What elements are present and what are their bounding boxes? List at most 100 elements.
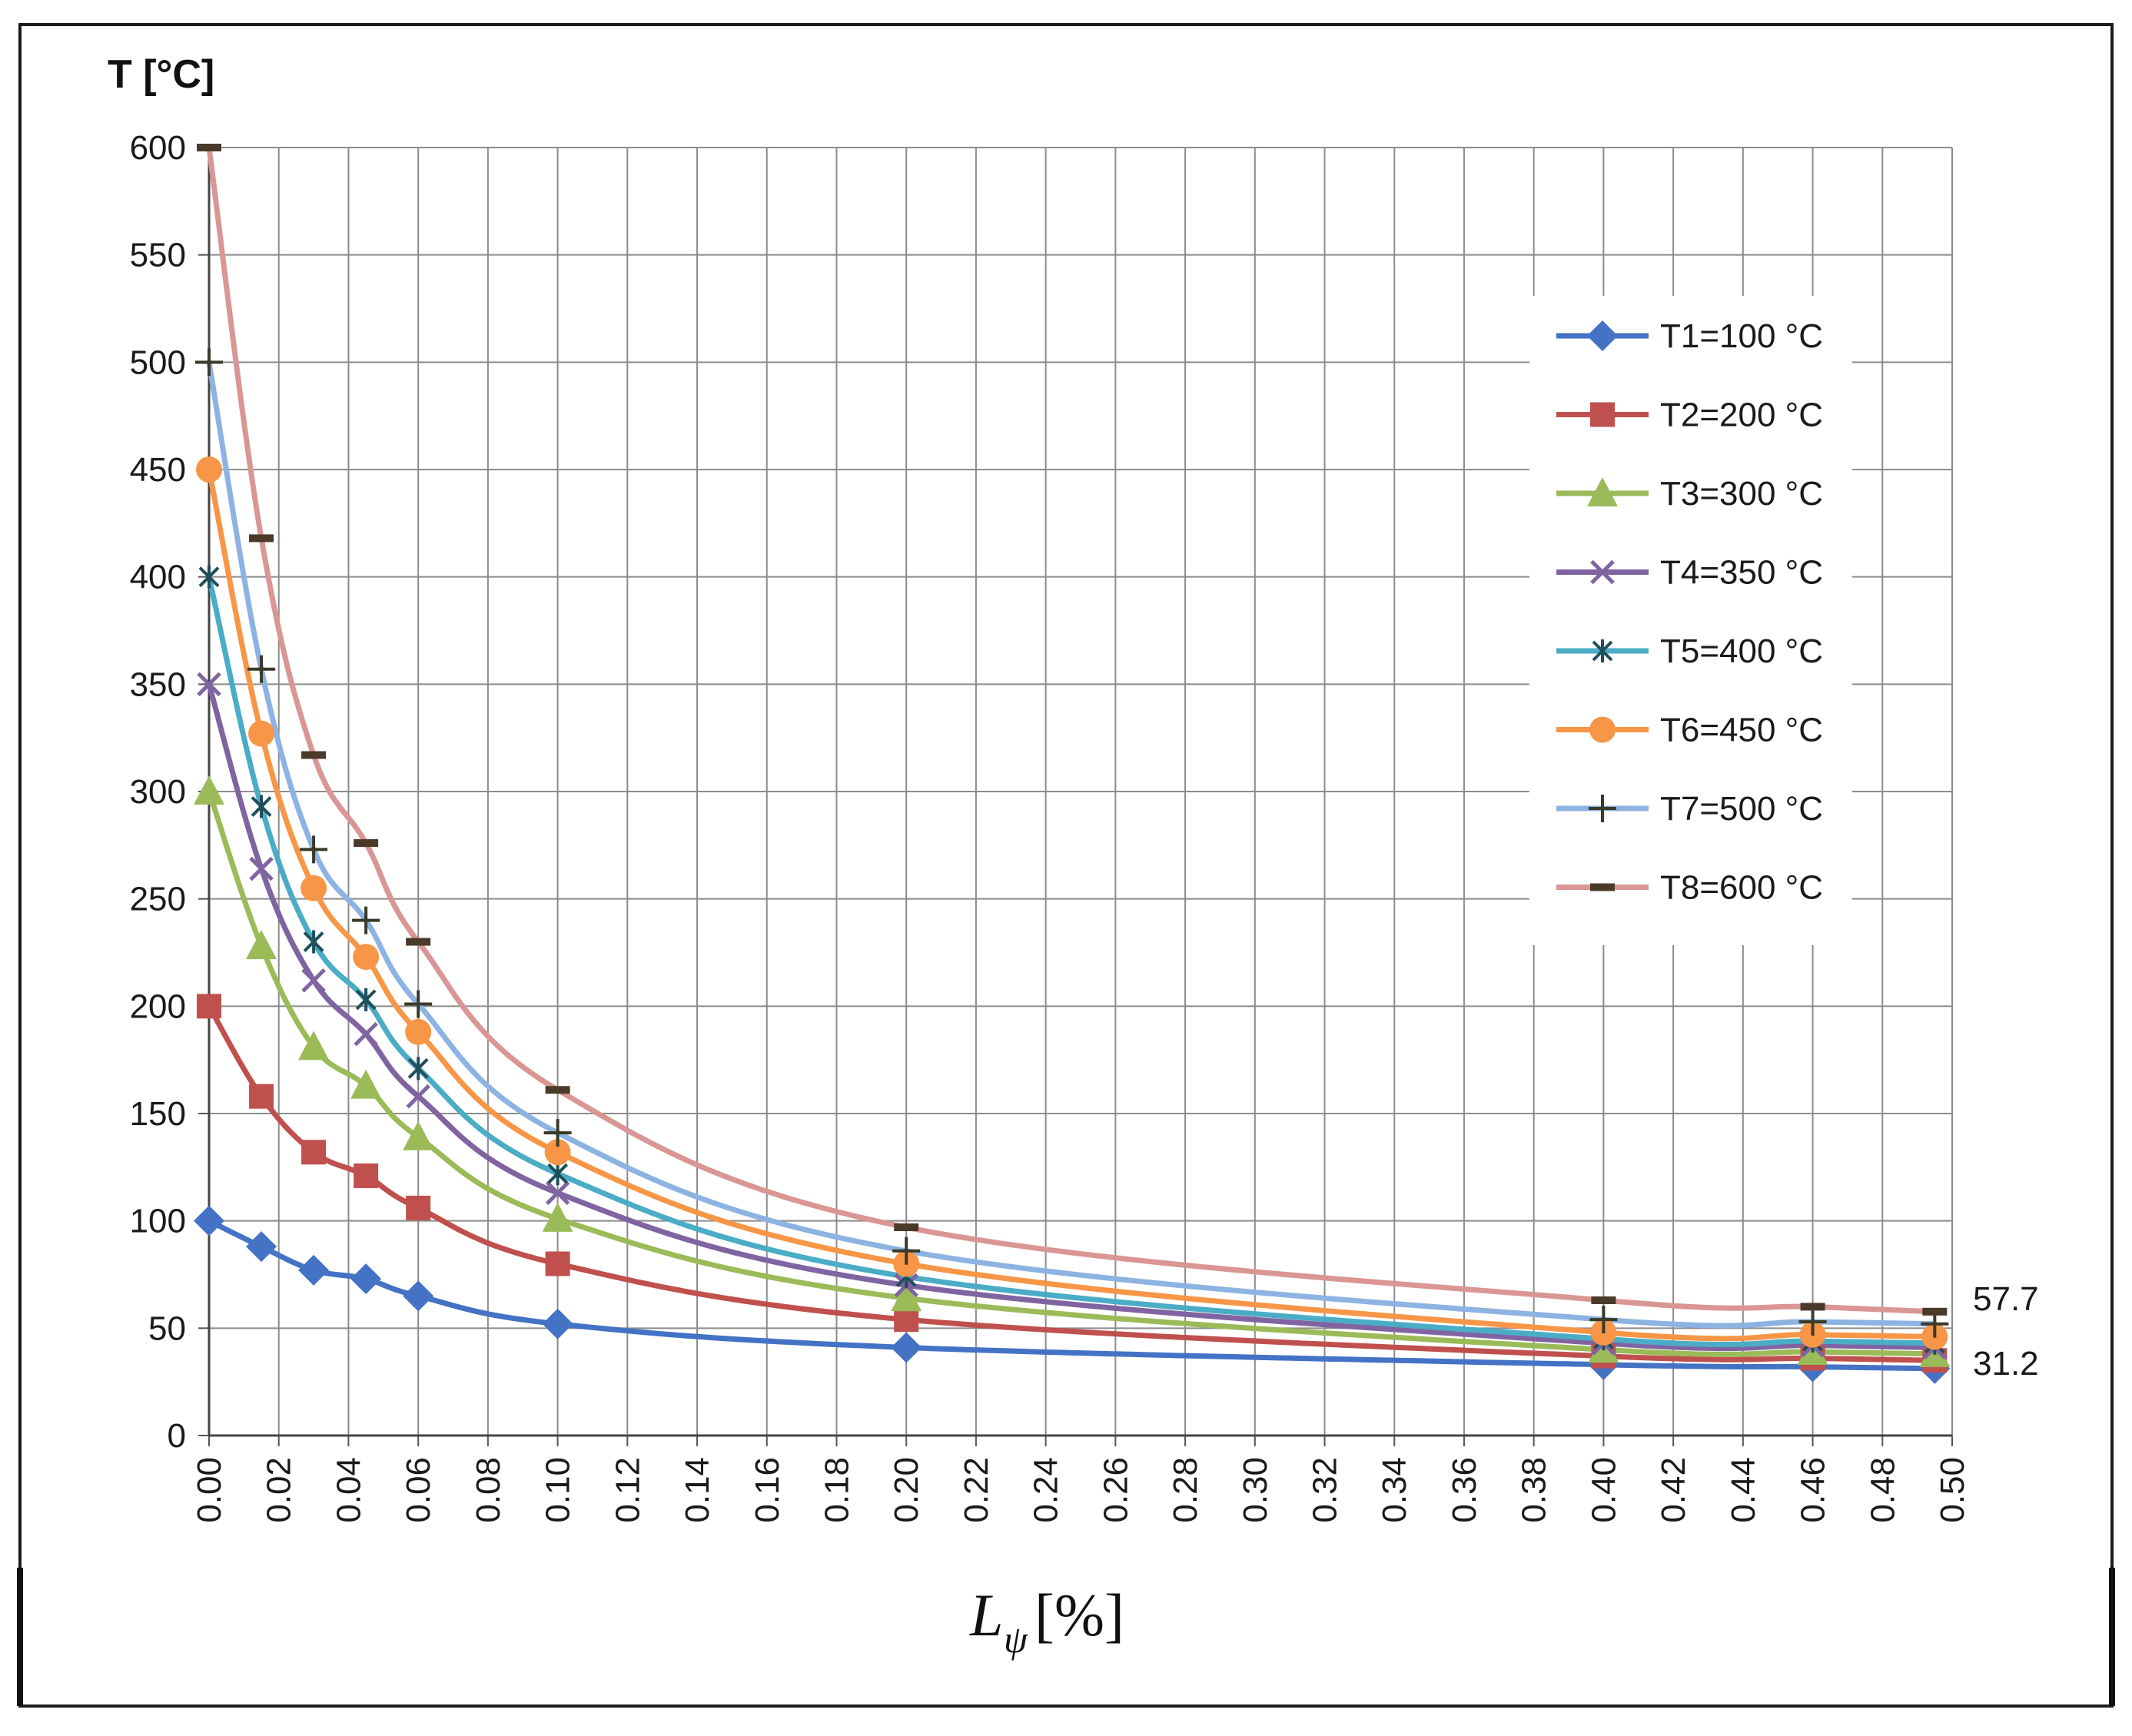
legend-marker [1587,477,1618,506]
x-tick-label: 0.36 [1446,1457,1483,1523]
marker-square [354,1163,379,1189]
x-tick-label: 0.42 [1655,1457,1692,1523]
marker-square [301,1140,327,1165]
data-point-2 [354,1163,379,1189]
data-point-2 [545,1251,570,1276]
data-point-3 [542,1202,573,1232]
marker-diamond [246,1231,277,1263]
marker-plus [352,906,380,934]
x-tick-label: 0.06 [400,1457,437,1523]
data-point-8 [301,751,327,759]
data-point-6 [248,720,275,747]
x-tick-label: 0.20 [888,1457,925,1523]
data-point-6 [353,944,380,971]
y-tick-label: 500 [130,344,186,381]
x-tick-label: 0.04 [330,1457,367,1523]
x-tick-label: 0.44 [1725,1457,1762,1523]
y-tick-label: 300 [130,773,186,811]
y-tick-label: 100 [130,1203,186,1240]
marker-plus [247,655,276,683]
legend-marker [1587,320,1618,351]
x-axis-title: L ψ [%] [969,1582,1124,1661]
y-tick-label: 350 [130,666,186,703]
data-point-1 [194,1205,224,1236]
legend-label: T5=400 °C [1660,632,1823,670]
legend-marker [1589,716,1616,743]
marker-triangle [891,1282,922,1312]
data-point-4 [354,1021,378,1047]
marker-circle [301,875,327,901]
marker-square [249,1084,274,1109]
data-point-6 [544,1139,571,1166]
x-tick-label: 0.12 [609,1457,646,1523]
data-point-2 [249,1084,274,1109]
y-tick-label: 450 [130,451,186,489]
marker-asterisk [251,795,272,818]
data-point-8 [354,839,379,848]
data-point-1 [891,1332,922,1363]
marker-circle [405,1018,432,1045]
y-tick-label: 0 [168,1417,186,1455]
data-point-2 [301,1140,327,1165]
marker-asterisk [407,1057,429,1080]
data-point-4 [545,1180,570,1206]
legend-marker [1592,639,1613,662]
marker-circle [544,1139,571,1166]
x-tick-label: 0.34 [1376,1457,1413,1523]
marker-triangle [403,1120,434,1150]
annotations: 57.7 31.2 [1973,1280,2039,1382]
data-point-1 [542,1308,573,1339]
data-point-3 [194,775,224,805]
marker-circle [248,720,275,747]
data-point-1 [298,1254,330,1286]
data-point-3 [350,1069,382,1099]
marker-triangle [298,1031,330,1061]
marker-plus [404,990,433,1018]
marker-square [197,994,221,1019]
marker-diamond [891,1332,922,1363]
series-line-4 [206,681,1938,1352]
x-axis-title-unit: [%] [1034,1582,1124,1648]
marker-x [197,672,221,697]
legend-label: T7=500 °C [1660,790,1823,828]
marker-dash [1590,883,1615,891]
marker-triangle [542,1202,573,1232]
x-tick-label: 0.28 [1167,1457,1204,1523]
y-tick-label: 150 [130,1095,186,1133]
marker-dash [894,1223,919,1232]
marker-asterisk [1592,639,1613,662]
data-point-6 [196,456,222,483]
marker-plus [300,835,328,864]
data-point-1 [350,1263,382,1295]
x-tick-label: 0.38 [1516,1457,1553,1523]
y-axis-title: T [°C] [108,52,214,97]
data-point-8 [545,1086,570,1094]
data-point-1 [246,1231,277,1263]
data-point-7 [543,1119,572,1147]
marker-plus [195,348,223,377]
marker-diamond [1587,320,1618,351]
data-point-5 [547,1162,569,1186]
marker-dash [1922,1307,1948,1316]
x-tick-label: 0.02 [261,1457,298,1523]
marker-dash [1591,1296,1616,1305]
marker-x [406,1084,430,1109]
data-point-7 [1798,1307,1827,1336]
legend-marker [1590,402,1615,427]
x-tick-label: 0.08 [470,1457,507,1523]
grid [208,147,1953,1436]
data-point-4 [249,856,274,881]
data-point-3 [246,930,277,960]
legend-label: T6=450 °C [1660,712,1823,749]
data-point-7 [404,990,433,1018]
marker-dash [406,938,431,946]
marker-triangle [350,1069,382,1099]
x-tick-label: 0.40 [1585,1457,1622,1523]
legend-marker [1590,559,1615,585]
legend: T1=100 °C T2=200 °C T3=300 °C T4=350 °C T5=4… [1529,296,1852,945]
data-point-1 [403,1280,434,1312]
marker-x [249,856,274,881]
data-point-2 [197,994,221,1019]
marker-dash [197,144,221,151]
